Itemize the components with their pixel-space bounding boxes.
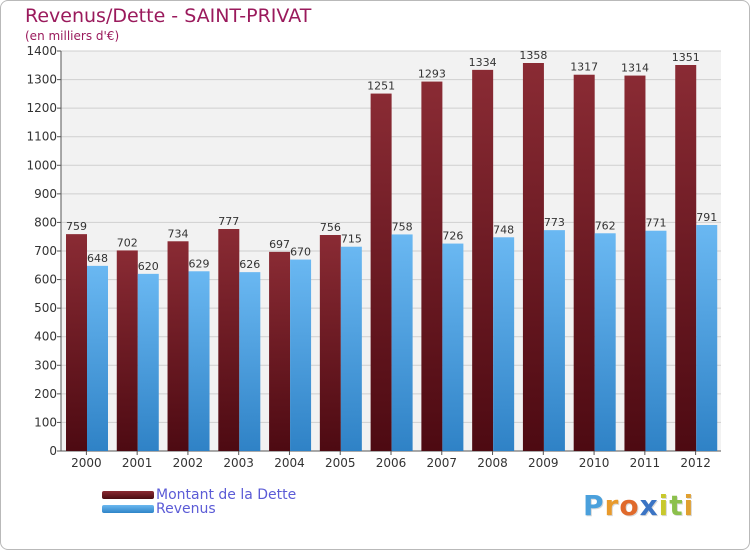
chart-subtitle: (en milliers d'€)	[25, 29, 120, 43]
y-tick-label: 700	[34, 244, 57, 258]
bar-revenus	[543, 230, 565, 451]
data-label: 626	[239, 258, 260, 271]
data-label: 748	[493, 223, 514, 236]
y-tick-label: 1100	[26, 130, 57, 144]
data-label: 726	[442, 230, 463, 243]
data-label: 620	[138, 260, 159, 273]
logo-letter: P	[583, 489, 605, 522]
y-tick-label: 900	[34, 187, 57, 201]
x-tick-label: 2009	[528, 456, 559, 470]
legend-item-dette: Montant de la Dette	[102, 487, 296, 503]
logo-letter: t	[669, 489, 684, 522]
bar-revenus	[239, 272, 261, 451]
data-label: 759	[66, 220, 87, 233]
logo-letter: x	[639, 489, 659, 522]
x-tick-label: 2012	[680, 456, 711, 470]
x-tick-label: 2011	[630, 456, 661, 470]
y-tick-label: 200	[34, 387, 57, 401]
y-tick-label: 1200	[26, 101, 57, 115]
data-label: 771	[645, 217, 666, 230]
y-tick-label: 500	[34, 301, 57, 315]
data-label: 1317	[570, 61, 598, 74]
x-tick-label: 2008	[477, 456, 508, 470]
data-label: 1334	[469, 56, 497, 69]
bar-revenus	[645, 230, 667, 451]
bar-dette	[675, 65, 697, 451]
x-tick-label: 2007	[426, 456, 457, 470]
bar-revenus	[594, 233, 616, 451]
bar-dette	[269, 251, 291, 451]
bar-dette	[167, 241, 189, 451]
bar-dette	[370, 93, 392, 452]
bar-dette	[573, 74, 595, 451]
bar-revenus	[391, 234, 413, 451]
data-label: 697	[269, 238, 290, 251]
legend-swatch-revenus	[102, 505, 154, 513]
bar-dette	[319, 235, 341, 451]
data-label: 648	[87, 252, 108, 265]
data-label: 1351	[672, 51, 700, 64]
logo-letter: r	[604, 489, 620, 522]
data-label: 756	[320, 221, 341, 234]
x-tick-label: 2002	[173, 456, 204, 470]
bar-revenus	[290, 259, 312, 451]
legend-label-dette: Montant de la Dette	[156, 487, 297, 503]
bar-revenus	[340, 246, 362, 451]
data-label: 1251	[367, 80, 395, 93]
bar-dette	[522, 63, 544, 451]
data-label: 629	[189, 257, 210, 270]
bar-revenus	[696, 225, 718, 451]
data-label: 773	[544, 216, 565, 229]
bar-revenus	[137, 273, 159, 451]
proxiti-logo: Proxiti	[583, 489, 694, 522]
data-label: 715	[341, 233, 362, 246]
data-label: 734	[168, 227, 189, 240]
y-tick-label: 1400	[26, 44, 57, 58]
x-tick-label: 2010	[579, 456, 610, 470]
logo-letter: o	[619, 489, 640, 522]
y-tick-label: 400	[34, 330, 57, 344]
y-tick-label: 600	[34, 273, 57, 287]
data-label: 702	[117, 236, 138, 249]
y-tick-label: 100	[34, 415, 57, 429]
bar-revenus	[493, 237, 515, 451]
bar-dette	[421, 81, 443, 452]
y-tick-label: 1300	[26, 73, 57, 87]
bar-revenus	[442, 243, 464, 451]
x-tick-label: 2001	[122, 456, 153, 470]
data-label: 758	[392, 220, 413, 233]
x-tick-label: 2000	[71, 456, 102, 470]
x-tick-label: 2003	[223, 456, 254, 470]
legend-item-revenus: Revenus	[102, 501, 216, 517]
bar-dette	[66, 234, 87, 451]
y-tick-label: 0	[49, 444, 57, 458]
bar-revenus	[188, 271, 210, 451]
x-tick-label: 2005	[325, 456, 356, 470]
y-tick-label: 800	[34, 215, 57, 229]
x-tick-label: 2006	[376, 456, 407, 470]
chart-title: Revenus/Dette - SAINT-PRIVAT	[25, 5, 312, 27]
x-tick-label: 2004	[274, 456, 305, 470]
bar-dette	[116, 250, 138, 451]
bar-dette	[624, 75, 646, 452]
data-label: 1293	[418, 68, 446, 81]
y-tick-label: 1000	[26, 158, 57, 172]
legend-swatch-dette	[102, 491, 154, 499]
bar-revenus	[87, 265, 108, 451]
data-label: 762	[595, 219, 616, 232]
logo-letter: i	[658, 489, 670, 522]
data-label: 1358	[519, 49, 547, 62]
data-label: 1314	[621, 62, 649, 75]
data-label: 791	[696, 211, 717, 224]
bar-dette	[472, 69, 494, 451]
logo-letter: i	[683, 489, 695, 522]
legend-label-revenus: Revenus	[156, 501, 216, 517]
data-label: 670	[290, 246, 311, 259]
data-label: 777	[218, 215, 239, 228]
y-tick-label: 300	[34, 358, 57, 372]
bar-dette	[218, 229, 240, 451]
